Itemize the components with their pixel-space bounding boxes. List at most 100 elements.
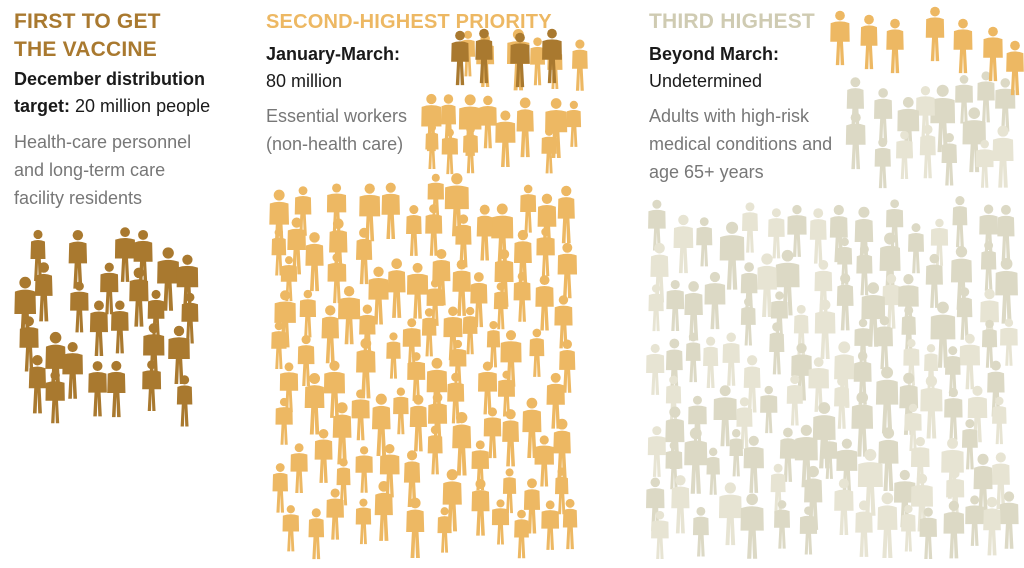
person-silhouette-icon <box>305 232 324 292</box>
tier-first-heading: FIRST TO GET THE VACCINE <box>14 10 161 61</box>
person-silhouette-icon <box>743 355 761 413</box>
person-silhouette-icon <box>516 97 534 158</box>
person-silhouette-icon <box>329 218 348 279</box>
tier-second-description: Essential workers (non-health care) <box>266 106 408 154</box>
person-silhouette-icon <box>851 391 874 457</box>
person-silhouette-icon <box>829 204 848 263</box>
person-silhouette-icon <box>821 431 838 479</box>
person-silhouette-icon <box>692 506 709 557</box>
person-silhouette-icon <box>904 403 922 451</box>
person-silhouette-icon <box>899 372 919 435</box>
person-silhouette-icon <box>299 289 317 338</box>
person-silhouette-icon <box>688 395 707 446</box>
person-silhouette-icon <box>722 332 740 386</box>
person-silhouette-icon <box>483 407 502 459</box>
person-silhouette-icon <box>409 394 427 452</box>
person-silhouette-icon <box>814 260 833 315</box>
person-silhouette-icon <box>770 463 786 514</box>
person-silhouette-icon <box>893 469 916 528</box>
person-silhouette-icon <box>572 39 588 91</box>
person-silhouette-icon <box>886 18 904 74</box>
person-silhouette-icon <box>743 435 764 493</box>
person-silhouette-icon <box>740 262 758 317</box>
person-silhouette-icon <box>147 289 165 341</box>
person-silhouette-icon <box>280 256 298 302</box>
person-silhouette-icon <box>647 426 666 477</box>
person-silhouette-icon <box>854 206 874 269</box>
person-silhouette-icon <box>476 204 493 261</box>
tier-third-target: Beyond March: Undetermined <box>649 41 779 95</box>
person-silhouette-icon <box>359 304 376 358</box>
person-silhouette-icon <box>562 498 578 550</box>
person-silhouette-icon <box>427 425 443 475</box>
person-silhouette-icon <box>545 98 568 158</box>
person-silhouette-icon <box>89 300 108 357</box>
person-silhouette-icon <box>406 497 425 558</box>
person-silhouette-icon <box>648 199 666 251</box>
person-silhouette-icon <box>794 424 818 488</box>
person-silhouette-icon <box>962 107 986 173</box>
person-silhouette-icon <box>554 295 573 349</box>
person-silhouette-icon <box>406 204 422 256</box>
person-silhouette-icon <box>684 427 708 494</box>
person-silhouette-icon <box>451 30 469 86</box>
person-silhouette-icon <box>1000 318 1018 366</box>
person-silhouette-icon <box>857 448 883 516</box>
person-silhouette-icon <box>393 387 409 435</box>
person-silhouette-icon <box>860 14 878 70</box>
person-silhouette-icon <box>287 217 306 275</box>
person-silhouette-icon <box>757 253 777 318</box>
person-silhouette-icon <box>886 199 904 249</box>
person-silhouette-icon <box>513 271 531 322</box>
person-silhouette-icon <box>908 223 924 274</box>
person-silhouette-icon <box>557 242 578 299</box>
person-silhouette-icon <box>529 328 545 377</box>
person-silhouette-icon <box>740 493 764 559</box>
person-silhouette-icon <box>941 437 964 499</box>
person-silhouette-icon <box>176 375 193 427</box>
person-silhouette-icon <box>495 110 516 167</box>
person-silhouette-icon <box>338 285 361 345</box>
person-silhouette-icon <box>432 248 451 306</box>
tier-third-column: THIRD HIGHEST Beyond March: Undetermined… <box>645 0 1024 568</box>
person-silhouette-icon <box>541 500 560 550</box>
person-silhouette-icon <box>323 360 346 418</box>
person-silhouette-icon <box>834 478 854 535</box>
person-silhouette-icon <box>359 183 381 242</box>
person-silhouette-icon <box>45 370 65 424</box>
person-silhouette-icon <box>945 346 961 397</box>
person-silhouette-icon <box>673 214 694 274</box>
person-silhouette-icon <box>502 409 519 467</box>
person-silhouette-icon <box>530 37 545 86</box>
person-silhouette-icon <box>475 28 493 84</box>
person-silhouette-icon <box>45 331 66 397</box>
person-silhouette-icon <box>494 249 514 307</box>
person-silhouette-icon <box>100 262 119 315</box>
person-silhouette-icon <box>898 274 919 332</box>
person-silhouette-icon <box>977 71 995 123</box>
person-silhouette-icon <box>786 375 803 426</box>
person-silhouette-icon <box>774 500 791 549</box>
person-silhouette-icon <box>995 257 1018 324</box>
person-silhouette-icon <box>812 402 836 469</box>
person-silhouette-icon <box>427 173 444 219</box>
person-silhouette-icon <box>421 308 437 357</box>
person-silhouette-icon <box>814 299 836 360</box>
person-silhouette-icon <box>272 463 288 513</box>
person-silhouette-icon <box>930 84 956 153</box>
person-silhouette-icon <box>19 316 39 372</box>
person-silhouette-icon <box>897 96 920 157</box>
person-silhouette-icon <box>275 397 293 445</box>
person-silhouette-icon <box>999 491 1019 549</box>
person-silhouette-icon <box>356 338 376 399</box>
person-silhouette-icon <box>426 357 448 419</box>
person-silhouette-icon <box>808 357 829 412</box>
person-silhouette-icon <box>804 465 823 530</box>
person-silhouette-icon <box>514 509 529 559</box>
person-silhouette-icon <box>449 339 467 387</box>
person-silhouette-icon <box>279 362 299 413</box>
person-silhouette-icon <box>930 301 956 368</box>
person-silhouette-icon <box>836 273 854 331</box>
person-silhouette-icon <box>271 228 287 276</box>
tier-first-description: Health-care personnel and long-term care… <box>14 132 192 208</box>
